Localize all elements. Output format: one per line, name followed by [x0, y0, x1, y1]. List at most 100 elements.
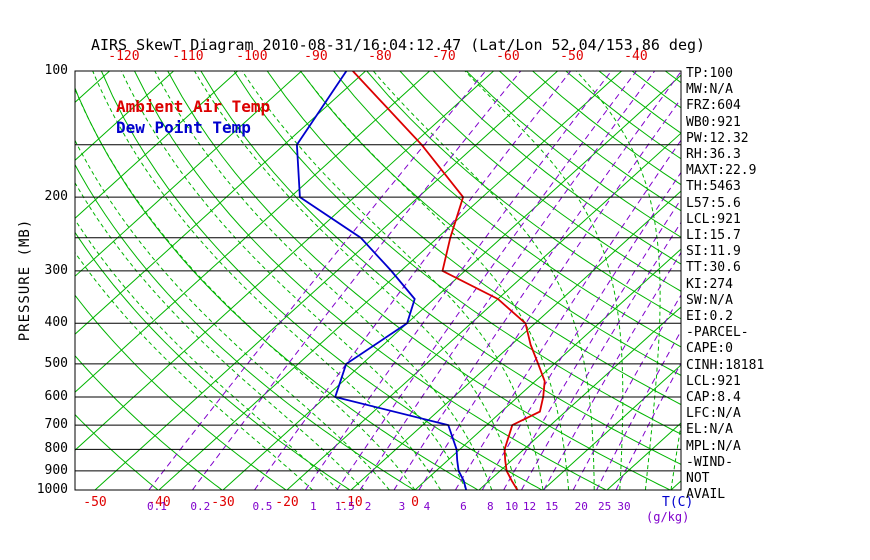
pressure-tick: 600: [44, 389, 68, 405]
stat-line: EL:N/A: [686, 422, 733, 438]
stat-line: RH:36.3: [686, 147, 741, 162]
mixing-unit-label: (g/kg): [646, 510, 690, 524]
chart-title: AIRS SkewT Diagram 2010-08-31/16:04:12.4…: [90, 36, 706, 54]
mixing-ratio-label: 10: [505, 500, 519, 513]
pressure-tick: 400: [44, 315, 68, 331]
moist-adiabat-line: [194, 71, 518, 490]
isotherm-line: [414, 248, 681, 490]
plot-frame: [74, 70, 682, 491]
mixing-ratio-label: 15: [545, 500, 559, 513]
isotherm-line: [75, 71, 430, 393]
pressure-tick: 100: [44, 63, 68, 78]
mixing-ratio-label: 8: [486, 500, 494, 513]
moist-adiabat-line: [154, 71, 493, 490]
legend-ambient-air-temp: Ambient Air Temp: [116, 97, 271, 116]
top-temp-tick: -100: [236, 49, 268, 64]
bottom-temp-tick: -50: [83, 495, 107, 510]
pressure-tick: 1000: [36, 482, 68, 497]
isotherm-line: [75, 71, 174, 161]
mixing-ratio-label: 25: [597, 500, 612, 513]
stat-line: TT:30.6: [686, 260, 741, 276]
mixing-ratio-label: 12: [522, 500, 537, 513]
stat-line: MW:N/A: [686, 82, 733, 98]
stat-line: AVAIL: [686, 487, 726, 503]
mixing-ratio-label: 20: [574, 500, 588, 513]
stat-line: TP:100: [686, 66, 733, 81]
stat-line: LCL:921: [686, 373, 741, 389]
mixing-ratio-line: [596, 330, 681, 490]
mixing-ratio-label: 6: [460, 500, 467, 513]
moist-adiabat-line: [75, 87, 416, 490]
top-temp-tick: -70: [432, 49, 456, 64]
isotherm-line: [222, 74, 681, 490]
mixing-ratio-line: [336, 71, 637, 490]
top-temp-tick: -110: [172, 49, 204, 64]
mixing-ratio-label: 0.5: [252, 500, 273, 513]
mixing-ratio-line: [543, 251, 681, 490]
top-temp-tick: -40: [624, 49, 648, 64]
stat-line: TH:5463: [686, 179, 741, 195]
isotherm-line: [478, 306, 681, 490]
mixing-ratio-label: 30: [617, 500, 631, 513]
mixing-ratio-label: 0.1: [146, 500, 167, 513]
isotherm-line: [94, 71, 558, 490]
stat-line: CINH:18181: [686, 357, 765, 373]
stat-line: SI:11.9: [686, 244, 741, 260]
stat-line: CAP:8.4: [686, 390, 741, 405]
stat-line: PW:12.32: [686, 130, 749, 146]
bottom-temp-tick: -40: [147, 495, 171, 510]
mixing-ratio-line: [481, 171, 681, 490]
bottom-temp-tick: -30: [211, 495, 235, 510]
top-temp-tick: -120: [108, 49, 140, 64]
mixing-ratio-line: [572, 294, 681, 490]
moist-adiabat-line: [670, 421, 681, 490]
mixing-ratio-line: [615, 362, 681, 490]
stat-line: -PARCEL-: [686, 325, 749, 341]
stat-line: KI:274: [686, 276, 733, 292]
stat-line: CAPE:0: [686, 341, 733, 357]
pressure-tick: 300: [44, 262, 68, 278]
mixing-ratio-label: 1: [310, 500, 317, 513]
stat-line: LCL:921: [686, 211, 741, 227]
stat-line: SW:N/A: [686, 292, 733, 308]
stat-line: LI:15.7: [686, 228, 741, 243]
stat-line: EI:0.2: [686, 309, 733, 324]
top-temp-tick: -50: [560, 49, 584, 64]
pressure-tick: 500: [44, 355, 68, 371]
isotherm-line: [286, 132, 681, 490]
stat-line: MPL:N/A: [686, 438, 741, 454]
pressure-tick: 800: [44, 441, 68, 457]
bottom-temp-tick: -10: [339, 495, 363, 510]
stat-line: WB0:921: [686, 114, 741, 130]
mixing-ratio-line: [454, 139, 681, 490]
stat-line: FRZ:604: [686, 98, 741, 114]
mixing-ratio-label: 3: [398, 500, 406, 513]
pressure-axis-title: PRESSURE (MB): [17, 218, 33, 342]
legend-dew-point-temp: Dew Point Temp: [116, 118, 251, 137]
dry-adiabat-line: [75, 413, 159, 490]
isotherm-line: [75, 71, 238, 219]
bottom-temp-tick: 0: [411, 495, 419, 510]
stat-line: -WIND-: [686, 454, 733, 470]
mixing-ratio-label: 2: [364, 500, 372, 513]
moist-adiabat-line: [75, 251, 313, 490]
stat-line: L57:5.6: [686, 195, 741, 211]
top-temp-tick: -90: [304, 49, 328, 64]
isotherm-line: [75, 71, 366, 335]
stat-line: NOT: [686, 471, 710, 486]
dry-adiabat-line: [75, 294, 287, 490]
mixing-ratio-label: 4: [423, 500, 431, 513]
moist-adiabat-line: [372, 71, 595, 490]
isotherm-line: [75, 71, 302, 277]
pressure-tick: 900: [44, 462, 68, 478]
isotherm-line: [542, 364, 681, 490]
stat-line: MAXT:22.9: [686, 163, 757, 179]
dry-adiabat-line: [75, 354, 223, 490]
ambient-temp-curve: [352, 71, 546, 490]
pressure-tick: 700: [44, 417, 68, 433]
pressure-tick: 200: [44, 189, 68, 205]
mixing-ratio-label: 1.5: [334, 500, 355, 513]
